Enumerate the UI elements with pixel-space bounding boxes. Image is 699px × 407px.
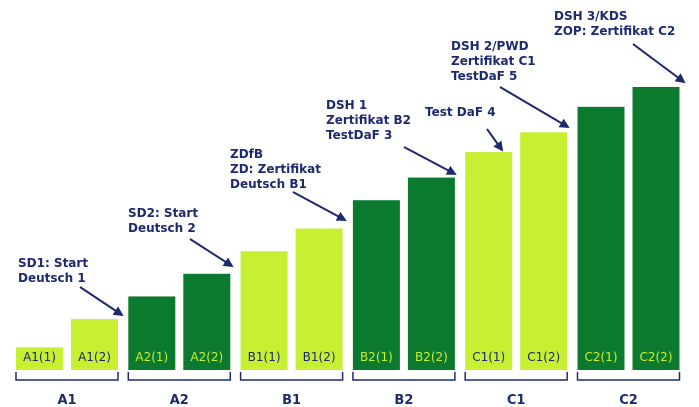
bar-c1-2 xyxy=(520,132,568,370)
group-label-b1: B1 xyxy=(282,393,301,407)
bar-a1-2 xyxy=(71,319,118,370)
bar-label-c1-1: C1(1) xyxy=(472,350,505,364)
annotation-arrow-c1-1 xyxy=(486,128,504,152)
bar-a2-2 xyxy=(183,273,231,370)
bar-a2-1 xyxy=(128,296,176,370)
annotation-c2-2: DSH 3/KDS ZOP: Zertifikat C2 xyxy=(554,9,686,84)
bar-label-b1-2: B1(2) xyxy=(303,350,336,364)
bracket-c1 xyxy=(464,372,568,381)
bar-b1-2 xyxy=(295,228,343,370)
annotation-a1-2: SD1: Start Deutsch 1 xyxy=(18,256,124,317)
annotation-text-c1-2: DSH 2/PWD Zertifikat C1 TestDaF 5 xyxy=(451,39,536,83)
bar-b2-1 xyxy=(352,200,400,370)
bar-label-b2-1: B2(1) xyxy=(360,350,393,364)
bar-a1-1 xyxy=(16,347,63,370)
bracket-c2 xyxy=(576,372,681,381)
annotation-b1-2: ZDfB ZD: Zertifikat Deutsch B1 xyxy=(230,147,347,221)
bracket-a1 xyxy=(15,372,119,381)
bracket-b2 xyxy=(352,372,456,381)
annotation-text-b1-2: ZDfB ZD: Zertifikat Deutsch B1 xyxy=(230,147,321,191)
annotation-text-a1-2: SD1: Start Deutsch 1 xyxy=(18,256,88,285)
annotation-arrow-b1-2 xyxy=(292,191,347,221)
bar-c1-1 xyxy=(465,152,513,370)
bar-b2-2 xyxy=(407,177,455,370)
bar-label-c2-1: C2(1) xyxy=(584,350,617,364)
bracket-a2 xyxy=(127,372,232,381)
bar-label-a2-1: A2(1) xyxy=(135,350,168,364)
bracket-b1 xyxy=(239,372,344,381)
bar-label-c1-2: C1(2) xyxy=(527,350,560,364)
bar-label-b2-2: B2(2) xyxy=(415,350,448,364)
group-label-b2: B2 xyxy=(394,393,413,407)
annotation-text-a2-2: SD2: Start Deutsch 2 xyxy=(128,206,198,235)
annotation-arrow-a1-2 xyxy=(79,286,124,317)
annotation-arrow-b2-2 xyxy=(403,146,457,175)
bar-label-c2-2: C2(2) xyxy=(639,350,672,364)
annotation-arrow-a2-2 xyxy=(189,238,234,268)
group-label-c2: C2 xyxy=(619,393,638,407)
annotation-text-c1-1: Test DaF 4 xyxy=(425,105,496,119)
annotation-b2-2: DSH 1 Zertifikat B2 TestDaF 3 xyxy=(326,98,457,175)
group-label-c1: C1 xyxy=(507,393,526,407)
bar-c2-1 xyxy=(577,106,625,370)
bar-label-a2-2: A2(2) xyxy=(190,350,223,364)
annotation-arrow-c2-2 xyxy=(632,43,686,84)
group-label-a2: A2 xyxy=(170,393,189,407)
annotation-a2-2: SD2: Start Deutsch 2 xyxy=(128,206,234,268)
annotation-arrow-c1-2 xyxy=(499,86,570,129)
bar-label-b1-1: B1(1) xyxy=(248,350,281,364)
annotation-c1-2: DSH 2/PWD Zertifikat C1 TestDaF 5 xyxy=(451,39,570,129)
bar-c2-2 xyxy=(632,87,680,370)
bar-label-a1-2: A1(2) xyxy=(78,350,111,364)
annotation-text-c2-2: DSH 3/KDS ZOP: Zertifikat C2 xyxy=(554,9,675,38)
annotation-text-b2-2: DSH 1 Zertifikat B2 TestDaF 3 xyxy=(326,98,411,142)
group-label-a1: A1 xyxy=(57,393,76,407)
bar-label-a1-1: A1(1) xyxy=(23,350,56,364)
bar-b1-1 xyxy=(240,251,288,370)
annotation-c1-1: Test DaF 4 xyxy=(425,105,504,152)
